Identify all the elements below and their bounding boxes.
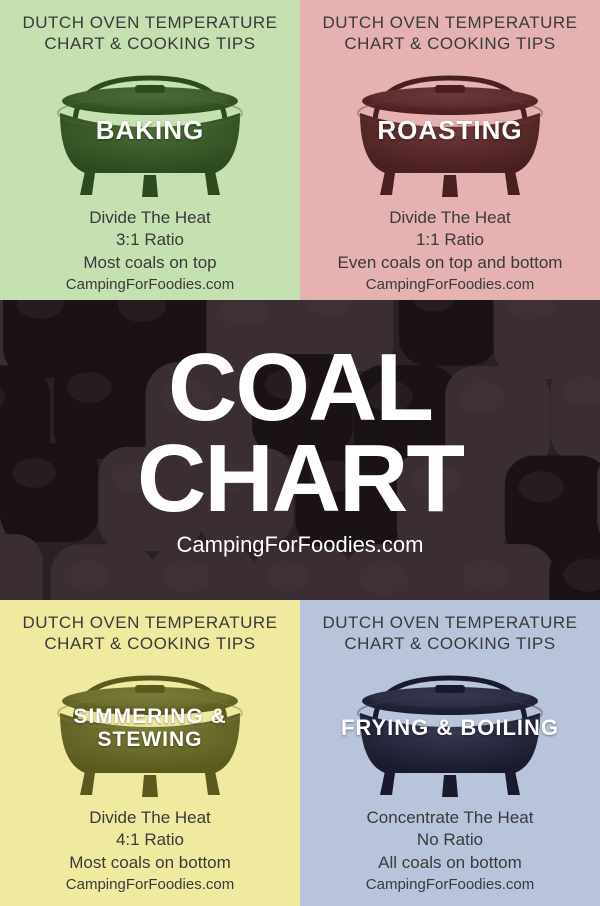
panel-method-label: ROASTING	[377, 115, 522, 146]
panel-header: DUTCH OVEN TEMPERATURE CHART & COOKING T…	[310, 612, 590, 655]
infographic-grid: DUTCH OVEN TEMPERATURE CHART & COOKING T…	[0, 0, 600, 900]
panel-method-label: FRYING & BOILING	[341, 715, 559, 741]
instruction-line: No Ratio	[366, 829, 534, 852]
instruction-line: 1:1 Ratio	[338, 229, 563, 252]
instruction-line: Divide The Heat	[66, 207, 234, 230]
panel-instructions: Divide The Heat 4:1 Ratio Most coals on …	[66, 807, 234, 896]
dutch-oven-icon: SIMMERING & STEWING	[30, 663, 270, 803]
instruction-line: Divide The Heat	[66, 807, 234, 830]
instruction-line: Divide The Heat	[338, 207, 563, 230]
panel-instructions: Concentrate The Heat No Ratio All coals …	[366, 807, 534, 896]
site-credit: CampingForFoodies.com	[177, 532, 424, 558]
panel-frying-boiling: DUTCH OVEN TEMPERATURE CHART & COOKING T…	[300, 600, 600, 906]
instruction-line: Concentrate The Heat	[366, 807, 534, 830]
site-credit: CampingForFoodies.com	[366, 875, 534, 895]
instruction-line: Even coals on top and bottom	[338, 252, 563, 275]
dutch-oven-icon: ROASTING	[330, 63, 570, 203]
main-title: COAL CHART	[0, 342, 600, 524]
instruction-line: Most coals on bottom	[66, 852, 234, 875]
site-credit: CampingForFoodies.com	[66, 875, 234, 895]
panel-method-label: BAKING	[96, 115, 205, 146]
top-row: DUTCH OVEN TEMPERATURE CHART & COOKING T…	[0, 0, 600, 300]
panel-instructions: Divide The Heat 1:1 Ratio Even coals on …	[338, 207, 563, 296]
panel-method-label: SIMMERING & STEWING	[30, 705, 270, 751]
instruction-line: All coals on bottom	[366, 852, 534, 875]
instruction-line: 3:1 Ratio	[66, 229, 234, 252]
bottom-row: DUTCH OVEN TEMPERATURE CHART & COOKING T…	[0, 600, 600, 900]
panel-instructions: Divide The Heat 3:1 Ratio Most coals on …	[66, 207, 234, 296]
panel-header: DUTCH OVEN TEMPERATURE CHART & COOKING T…	[10, 12, 290, 55]
instruction-line: 4:1 Ratio	[66, 829, 234, 852]
panel-header: DUTCH OVEN TEMPERATURE CHART & COOKING T…	[10, 612, 290, 655]
panel-header: DUTCH OVEN TEMPERATURE CHART & COOKING T…	[310, 12, 590, 55]
panel-simmering-stewing: DUTCH OVEN TEMPERATURE CHART & COOKING T…	[0, 600, 300, 906]
dutch-oven-icon: FRYING & BOILING	[330, 663, 570, 803]
panel-roasting: DUTCH OVEN TEMPERATURE CHART & COOKING T…	[300, 0, 600, 306]
dutch-oven-icon: BAKING	[30, 63, 270, 203]
site-credit: CampingForFoodies.com	[338, 275, 563, 295]
instruction-line: Most coals on top	[66, 252, 234, 275]
panel-baking: DUTCH OVEN TEMPERATURE CHART & COOKING T…	[0, 0, 300, 306]
site-credit: CampingForFoodies.com	[66, 275, 234, 295]
center-title-band: COAL CHART CampingForFoodies.com	[0, 300, 600, 600]
